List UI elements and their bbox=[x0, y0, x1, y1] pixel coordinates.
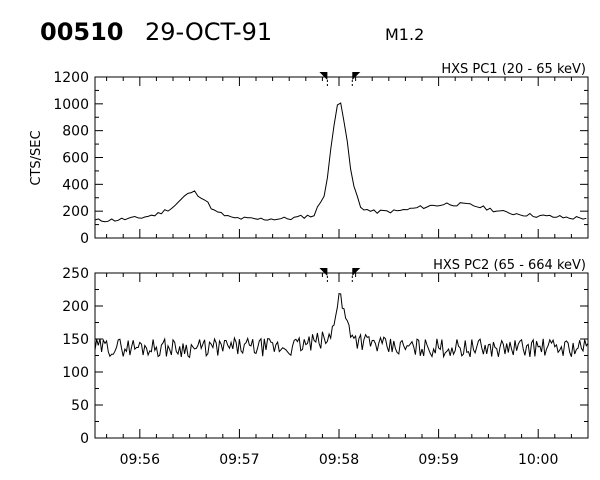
y-ticks-pc2: 0 50 100 150 200 250 bbox=[62, 266, 588, 447]
y-ticks-pc1: 0 200 400 600 800 1000 1200 bbox=[53, 70, 588, 247]
interval-marker bbox=[352, 268, 361, 276]
event-id: 00510 bbox=[40, 18, 124, 46]
y-tick-label: 200 bbox=[62, 204, 89, 220]
interval-marker bbox=[319, 268, 328, 276]
y-tick-label: 200 bbox=[62, 299, 89, 315]
y-tick-label: 1200 bbox=[53, 70, 89, 86]
flare-class: M1.2 bbox=[385, 25, 424, 44]
y-tick-label: 0 bbox=[80, 231, 89, 247]
y-tick-label: 0 bbox=[80, 431, 89, 447]
x-tick-label: 09:58 bbox=[319, 452, 359, 468]
y-tick-label: 1000 bbox=[53, 97, 89, 113]
x-tick-label: 09:57 bbox=[219, 452, 259, 468]
panel-title-pc2: HXS PC2 (65 - 664 keV) bbox=[433, 258, 586, 273]
y-axis-label: CTS/SEC bbox=[29, 130, 44, 185]
x-tick-label: 09:59 bbox=[418, 452, 458, 468]
interval-marker bbox=[319, 72, 328, 80]
y-tick-label: 150 bbox=[62, 332, 89, 348]
plot-frame-pc1 bbox=[94, 76, 589, 239]
y-tick-label: 800 bbox=[62, 124, 89, 140]
x-ticks-pc2 bbox=[106, 273, 589, 438]
x-tick-label: 09:56 bbox=[120, 452, 160, 468]
panel-pc1: HXS PC1 (20 - 65 keV) CTS/SEC 0 200 400 600… bbox=[29, 62, 589, 247]
markers-pc2 bbox=[319, 268, 361, 283]
x-tick-label: 10:00 bbox=[518, 452, 558, 468]
y-tick-label: 250 bbox=[62, 266, 89, 282]
x-ticks-pc1 bbox=[106, 77, 589, 238]
series-line-pc1 bbox=[94, 102, 587, 223]
panel-title-pc1: HXS PC1 (20 - 65 keV) bbox=[441, 62, 586, 77]
y-tick-label: 600 bbox=[62, 151, 89, 167]
panel-pc2: HXS PC2 (65 - 664 keV) 0 50 100 150 200 250 0… bbox=[62, 258, 589, 468]
y-tick-label: 100 bbox=[62, 365, 89, 381]
event-date: 29-OCT-91 bbox=[145, 18, 272, 46]
interval-marker bbox=[352, 72, 361, 80]
series-line-pc2 bbox=[94, 293, 589, 359]
markers-pc1 bbox=[319, 72, 361, 87]
y-tick-label: 400 bbox=[62, 177, 89, 193]
y-tick-label: 50 bbox=[71, 398, 89, 414]
x-tick-labels: 09:56 09:57 09:58 09:59 10:00 bbox=[120, 452, 559, 468]
